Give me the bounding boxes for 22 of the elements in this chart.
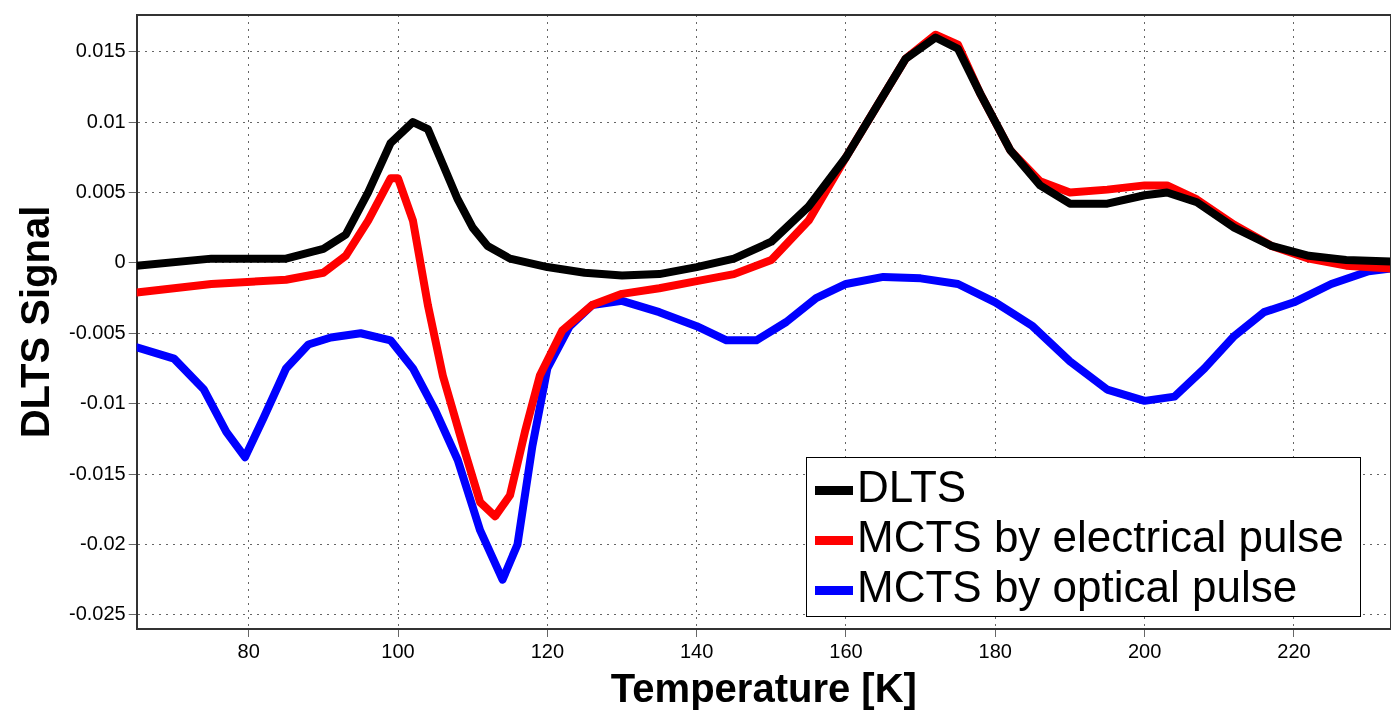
x-tick-label: 180 xyxy=(978,639,1012,662)
y-tick-label: -0.02 xyxy=(80,532,126,555)
x-axis-title: Temperature [K] xyxy=(610,666,917,711)
y-tick-label: -0.015 xyxy=(68,461,126,484)
legend-label: MCTS by optical pulse xyxy=(857,562,1298,611)
x-tick-label: 200 xyxy=(1127,639,1162,662)
x-tick-label: 140 xyxy=(679,639,714,662)
y-tick-label: -0.005 xyxy=(68,320,126,343)
x-tick-label: 100 xyxy=(381,639,415,662)
y-axis-title: DLTS Signal xyxy=(13,205,58,439)
legend-label: MCTS by electrical pulse xyxy=(857,512,1344,561)
x-tick-label: 120 xyxy=(530,639,565,662)
x-tick-label: 160 xyxy=(829,639,863,662)
y-tick-label: -0.01 xyxy=(80,391,126,414)
y-tick-label: -0.025 xyxy=(68,602,126,625)
y-tick-label: 0 xyxy=(114,250,126,273)
y-tick-label: 0.005 xyxy=(75,179,126,202)
legend-label: DLTS xyxy=(857,462,967,511)
x-tick-label: 220 xyxy=(1277,639,1311,662)
y-tick-label: 0.015 xyxy=(75,39,126,62)
y-tick-label: 0.01 xyxy=(86,109,126,132)
x-tick-label: 80 xyxy=(237,639,260,662)
